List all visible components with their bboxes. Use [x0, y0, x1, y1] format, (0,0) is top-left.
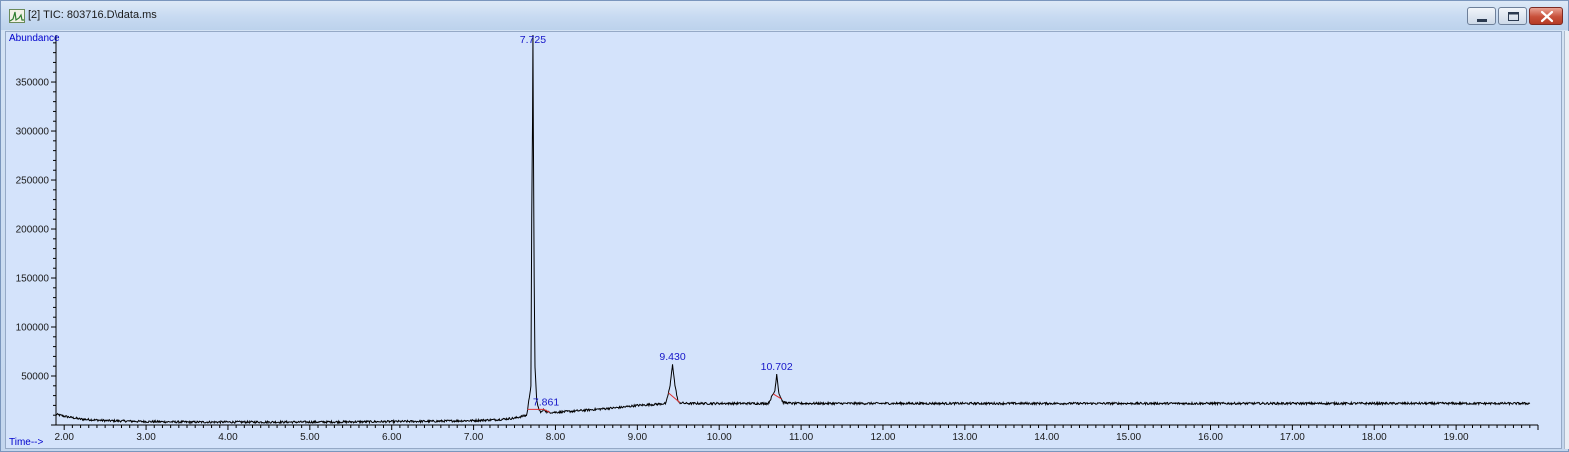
peak-baseline [772, 393, 782, 400]
close-button[interactable] [1529, 7, 1563, 25]
peak-baseline [543, 408, 550, 413]
x-tick-label: 17.00 [1280, 432, 1305, 443]
maximize-icon [1508, 12, 1519, 21]
x-tick-label: 14.00 [1034, 432, 1059, 443]
title-bar[interactable]: [2] TIC: 803716.D\data.ms [1, 1, 1568, 30]
x-tick-label: 12.00 [870, 432, 895, 443]
right-scroll-edge[interactable] [1564, 31, 1569, 449]
peak-rt-label: 10.702 [761, 361, 793, 373]
y-tick-label: 100000 [16, 323, 50, 334]
y-tick-label: 50000 [21, 372, 49, 383]
tic-chart[interactable]: 50000 100000 150000 200000 250000 300000 35000… [6, 32, 1561, 448]
maximize-button[interactable] [1498, 7, 1527, 25]
peak-rt-label: 9.430 [659, 351, 685, 363]
x-tick-label: 6.00 [382, 432, 402, 443]
x-tick-label: 3.00 [136, 432, 156, 443]
x-tick-label: 8.00 [546, 432, 566, 443]
x-tick-label: 19.00 [1444, 432, 1469, 443]
x-tick-label: 4.00 [218, 432, 238, 443]
tic-trace-line [55, 34, 1531, 425]
y-tick-label: 350000 [16, 78, 50, 89]
x-tick-label: 7.00 [464, 432, 484, 443]
peak-baseline [668, 392, 681, 404]
x-tick-label: 16.00 [1198, 432, 1223, 443]
window-title: [2] TIC: 803716.D\data.ms [28, 9, 157, 21]
y-tick-label: 250000 [16, 176, 50, 187]
chromatogram-app-icon [9, 9, 25, 23]
x-axis-title: Time--> [9, 437, 44, 448]
x-tick-label: 11.00 [789, 432, 814, 443]
x-tick-label: 18.00 [1362, 432, 1387, 443]
x-tick-label: 10.00 [707, 432, 732, 443]
x-tick-label: 15.00 [1116, 432, 1141, 443]
peak-rt-label: 7.725 [520, 34, 546, 46]
minimize-icon [1477, 19, 1487, 22]
x-tick-label: 9.00 [628, 432, 648, 443]
y-tick-label: 300000 [16, 127, 50, 138]
minimize-button[interactable] [1467, 7, 1496, 25]
x-tick-label: 13.00 [952, 432, 977, 443]
chromatogram-plot[interactable]: 50000 100000 150000 200000 250000 300000 35000… [5, 31, 1562, 449]
x-tick-label: 2.00 [54, 432, 74, 443]
y-axis-title: Abundance [9, 33, 60, 44]
y-tick-label: 150000 [16, 274, 50, 285]
peak-rt-label: 7.861 [533, 396, 559, 408]
y-tick-label: 200000 [16, 225, 50, 236]
close-icon [1540, 10, 1554, 23]
x-tick-label: 5.00 [300, 432, 320, 443]
